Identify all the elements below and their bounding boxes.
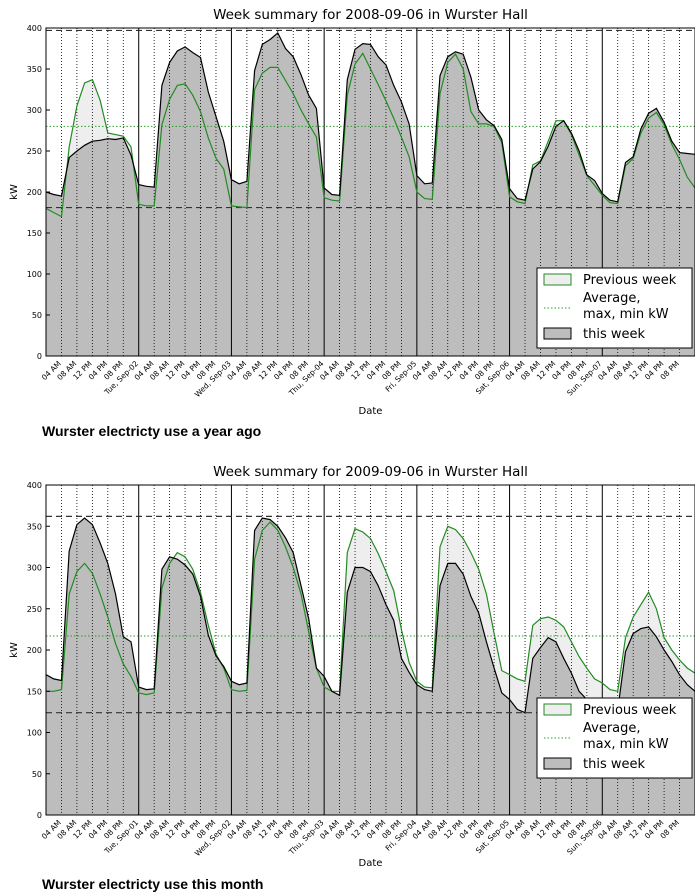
chart-title: Week summary for 2009-09-06 in Wurster H… (213, 464, 528, 480)
this-week-line (46, 31, 695, 203)
week-summary-chart-2008: Week summary for 2008-09-06 in Wurster H… (9, 7, 695, 417)
y-tick-label: 50 (32, 770, 42, 779)
y-tick-label: 150 (27, 687, 42, 696)
previous-week-fill (46, 518, 695, 713)
legend-average-label-line1: Average, (583, 291, 641, 306)
chart-panel-2008: Week summary for 2008-09-06 in Wurster H… (0, 0, 695, 445)
y-tick-label: 250 (27, 147, 42, 156)
x-axis-label: Date (359, 406, 383, 417)
y-tick-label: 200 (27, 646, 42, 655)
legend-this-week-label: this week (583, 757, 645, 772)
plot-area (46, 485, 695, 815)
y-tick-label: 0 (37, 811, 42, 820)
y-axis-label: kW (9, 642, 20, 658)
y-tick-label: 400 (27, 481, 42, 490)
this-week-area (46, 32, 695, 356)
week-summary-chart-2009: Week summary for 2009-09-06 in Wurster H… (9, 464, 695, 869)
legend-this-week-label: this week (583, 327, 645, 342)
y-tick-label: 300 (27, 564, 42, 573)
chart-panel-2009: Week summary for 2009-09-06 in Wurster H… (0, 458, 695, 894)
y-tick-label: 250 (27, 605, 42, 614)
legend-previous-label: Previous week (583, 273, 677, 288)
legend-previous-swatch (543, 703, 572, 716)
y-tick-label: 350 (27, 65, 42, 74)
y-tick-label: 150 (27, 229, 42, 238)
legend-average-label-line2: max, min kW (583, 307, 669, 322)
y-tick-label: 300 (27, 106, 42, 115)
x-axis-label: Date (359, 858, 383, 869)
plot-area (46, 28, 695, 356)
this-week-area (46, 518, 695, 815)
chart-caption: Wurster electricty use this month (42, 876, 264, 892)
y-tick-label: 100 (27, 729, 42, 738)
y-tick-label: 0 (37, 352, 42, 361)
chart-title: Week summary for 2008-09-06 in Wurster H… (213, 7, 528, 23)
legend-average-label-line1: Average, (583, 721, 641, 736)
y-tick-label: 100 (27, 270, 42, 279)
previous-week-line (46, 521, 695, 696)
y-tick-label: 200 (27, 188, 42, 197)
y-tick-label: 350 (27, 522, 42, 531)
legend-average-label-line2: max, min kW (583, 737, 669, 752)
previous-week-line (46, 52, 695, 218)
y-tick-label: 400 (27, 24, 42, 33)
legend-previous-label: Previous week (583, 703, 677, 718)
y-tick-label: 50 (32, 311, 42, 320)
legend-previous-swatch (543, 273, 572, 286)
legend-this-week-swatch (543, 757, 572, 770)
legend-this-week-swatch (543, 327, 572, 340)
y-axis-label: kW (9, 184, 20, 200)
chart-caption: Wurster electricty use a year ago (42, 423, 262, 439)
